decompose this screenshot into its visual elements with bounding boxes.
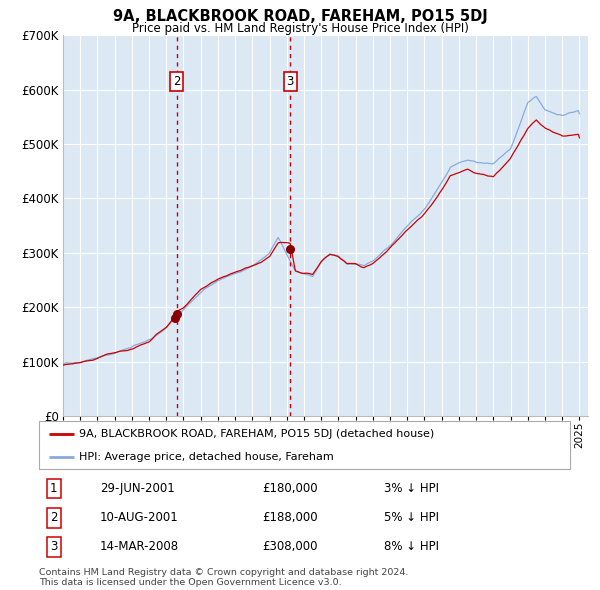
Text: 10-AUG-2001: 10-AUG-2001 bbox=[100, 511, 179, 525]
Text: Price paid vs. HM Land Registry's House Price Index (HPI): Price paid vs. HM Land Registry's House … bbox=[131, 22, 469, 35]
Text: HPI: Average price, detached house, Fareham: HPI: Average price, detached house, Fare… bbox=[79, 452, 334, 462]
FancyBboxPatch shape bbox=[39, 421, 570, 469]
Text: 5% ↓ HPI: 5% ↓ HPI bbox=[384, 511, 439, 525]
Text: 1: 1 bbox=[50, 482, 58, 495]
Text: Contains HM Land Registry data © Crown copyright and database right 2024.
This d: Contains HM Land Registry data © Crown c… bbox=[39, 568, 409, 587]
Text: 3: 3 bbox=[287, 75, 294, 88]
Text: £308,000: £308,000 bbox=[262, 540, 317, 553]
Text: 9A, BLACKBROOK ROAD, FAREHAM, PO15 5DJ (detached house): 9A, BLACKBROOK ROAD, FAREHAM, PO15 5DJ (… bbox=[79, 429, 434, 439]
Text: 2: 2 bbox=[173, 75, 181, 88]
Text: 3% ↓ HPI: 3% ↓ HPI bbox=[384, 482, 439, 495]
Text: 3: 3 bbox=[50, 540, 58, 553]
Text: 14-MAR-2008: 14-MAR-2008 bbox=[100, 540, 179, 553]
Text: 8% ↓ HPI: 8% ↓ HPI bbox=[384, 540, 439, 553]
Text: £188,000: £188,000 bbox=[262, 511, 317, 525]
Text: 2: 2 bbox=[50, 511, 58, 525]
Text: 29-JUN-2001: 29-JUN-2001 bbox=[100, 482, 175, 495]
Text: £180,000: £180,000 bbox=[262, 482, 317, 495]
Text: 9A, BLACKBROOK ROAD, FAREHAM, PO15 5DJ: 9A, BLACKBROOK ROAD, FAREHAM, PO15 5DJ bbox=[113, 9, 487, 24]
